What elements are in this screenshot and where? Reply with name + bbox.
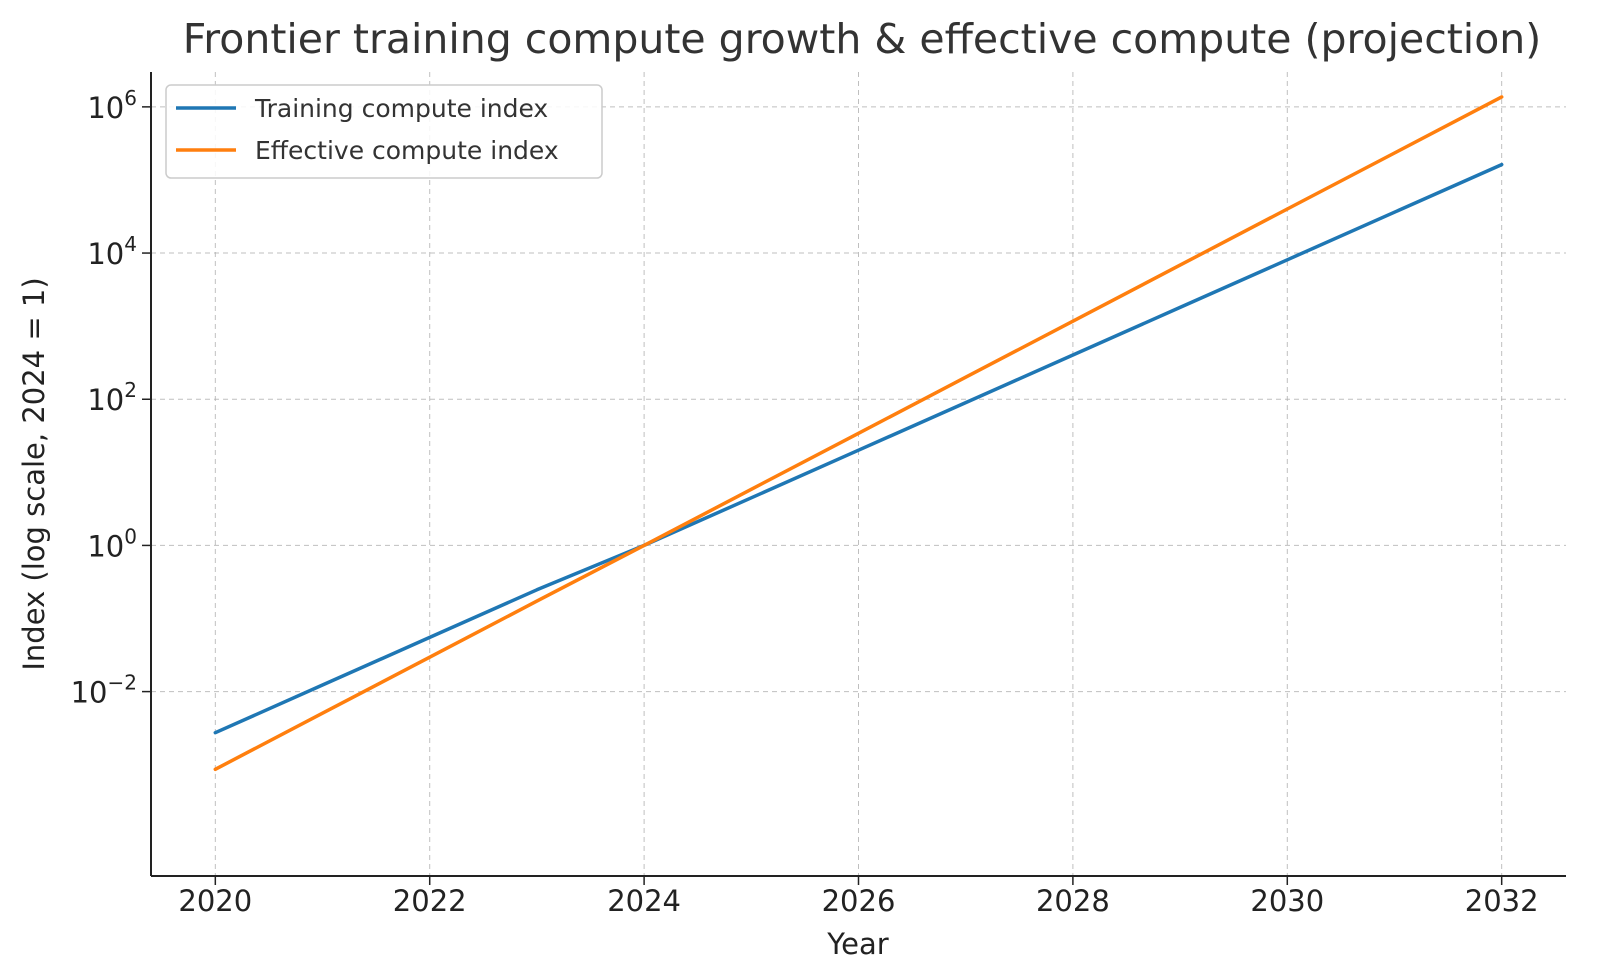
legend-box <box>165 84 603 179</box>
legend-label-effective: Effective compute index <box>255 136 559 165</box>
y-tick-label: 102 <box>87 378 137 417</box>
y-axis-label: Index (log scale, 2024 = 1) <box>17 277 51 670</box>
legend-label-training: Training compute index <box>254 94 548 123</box>
series-line-training-compute <box>213 162 1504 735</box>
x-tick-label: 2026 <box>822 884 896 918</box>
x-tick-label: 2032 <box>1465 884 1539 918</box>
x-tick-label: 2028 <box>1036 884 1110 918</box>
x-tick-label: 2030 <box>1250 884 1324 918</box>
y-tick-label: 10−2 <box>71 671 137 710</box>
series-line-effective-compute <box>213 95 1504 772</box>
x-axis-ticks: 2020 2022 2024 2026 2028 2030 2032 <box>178 876 1539 918</box>
x-axis-label: Year <box>826 927 888 961</box>
legend: Training compute index Effective compute… <box>165 84 603 179</box>
grid <box>151 72 1566 876</box>
y-tick-label: 106 <box>87 86 137 125</box>
x-tick-label: 2024 <box>607 884 681 918</box>
y-tick-label: 100 <box>87 524 137 563</box>
x-tick-label: 2020 <box>178 884 252 918</box>
y-tick-label: 104 <box>87 232 137 271</box>
chart-title: Frontier training compute growth & effec… <box>183 15 1542 63</box>
series-lines <box>213 95 1504 772</box>
x-tick-label: 2022 <box>393 884 467 918</box>
y-axis-ticks: 10−2 100 102 104 106 <box>71 86 151 710</box>
